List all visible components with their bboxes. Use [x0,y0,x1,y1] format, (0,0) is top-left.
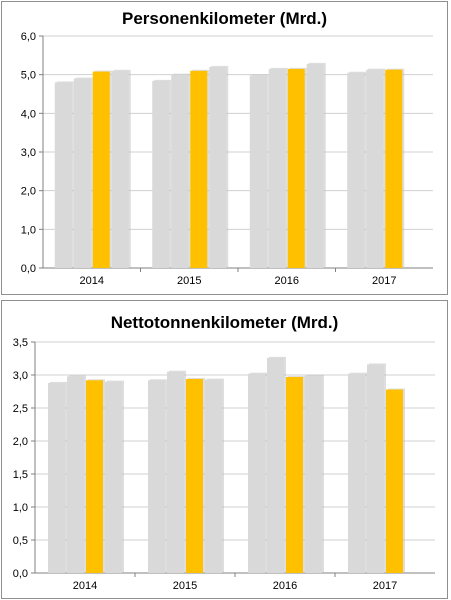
bar [385,69,403,268]
y-tick-label: 1,5 [13,469,28,481]
bar [267,357,284,573]
x-tick-label: 2017 [372,275,396,287]
chart-title: Nettotonnenkilometer (Mrd.) [110,313,339,332]
bar [190,70,208,268]
y-tick-label: 3,0 [21,147,36,159]
bar [249,75,267,268]
bar [305,375,322,573]
y-tick-label: 6,0 [21,31,36,43]
net-tonne-km-bar-chart: 0,0 0,5 1,0 1,5 2,0 2,5 3,0 3,5 2014 2015 2016 2017 [13,337,435,592]
y-tick-label: 3,0 [13,370,28,382]
bar [148,380,165,573]
bar [287,68,305,268]
bar [111,70,129,268]
bar [48,382,65,573]
bar [167,371,184,573]
chart-title: Personenkilometer (Mrd.) [122,9,327,28]
y-tick-label: 4,0 [21,108,36,120]
x-tick-label: 2014 [80,275,104,287]
x-tick-label: 2015 [177,275,201,287]
bar [248,373,265,573]
y-tick-label: 0,0 [21,263,36,275]
bar [67,376,84,573]
bar [209,66,227,268]
x-tick-label: 2016 [275,275,299,287]
y-tick-label: 2,0 [13,436,28,448]
bar [92,71,110,268]
bar [86,380,103,573]
x-tick-label: 2015 [173,580,197,592]
bar [306,63,324,269]
passenger-km-bar-chart: 0,0 1,0 2,0 3,0 4,0 5,0 6,0 2014 2015 2016 2017 [21,31,433,287]
bar [105,381,122,573]
bar [186,378,203,573]
x-tick-label: 2017 [373,580,397,592]
bar [205,379,222,573]
bar [348,373,365,573]
y-tick-label: 1,0 [13,502,28,514]
bar [268,68,286,268]
y-tick-label: 1,0 [21,224,36,236]
bar [367,364,384,573]
x-tick-label: 2016 [273,580,297,592]
y-tick-label: 0,0 [13,568,28,580]
bar [347,72,365,268]
y-tick-label: 2,0 [21,186,36,198]
bar [171,74,189,269]
bar [366,69,384,268]
bar [54,82,72,269]
y-tick-label: 3,5 [13,337,28,349]
y-tick-label: 2,5 [13,403,28,415]
bar [286,376,303,573]
bar [73,78,91,269]
y-tick-label: 5,0 [21,70,36,82]
y-tick-label: 0,5 [13,535,28,547]
bar [386,389,403,573]
x-tick-label: 2014 [73,580,97,592]
passenger-km-chart-panel: Personenkilometer (Mrd.) 0,0 1,0 2,0 3,0 4,0… [1,1,448,295]
bar [152,80,170,268]
net-tonne-km-chart-panel: Nettotonnenkilometer (Mrd.) 0,0 0,5 1,0 1,5… [1,300,448,599]
